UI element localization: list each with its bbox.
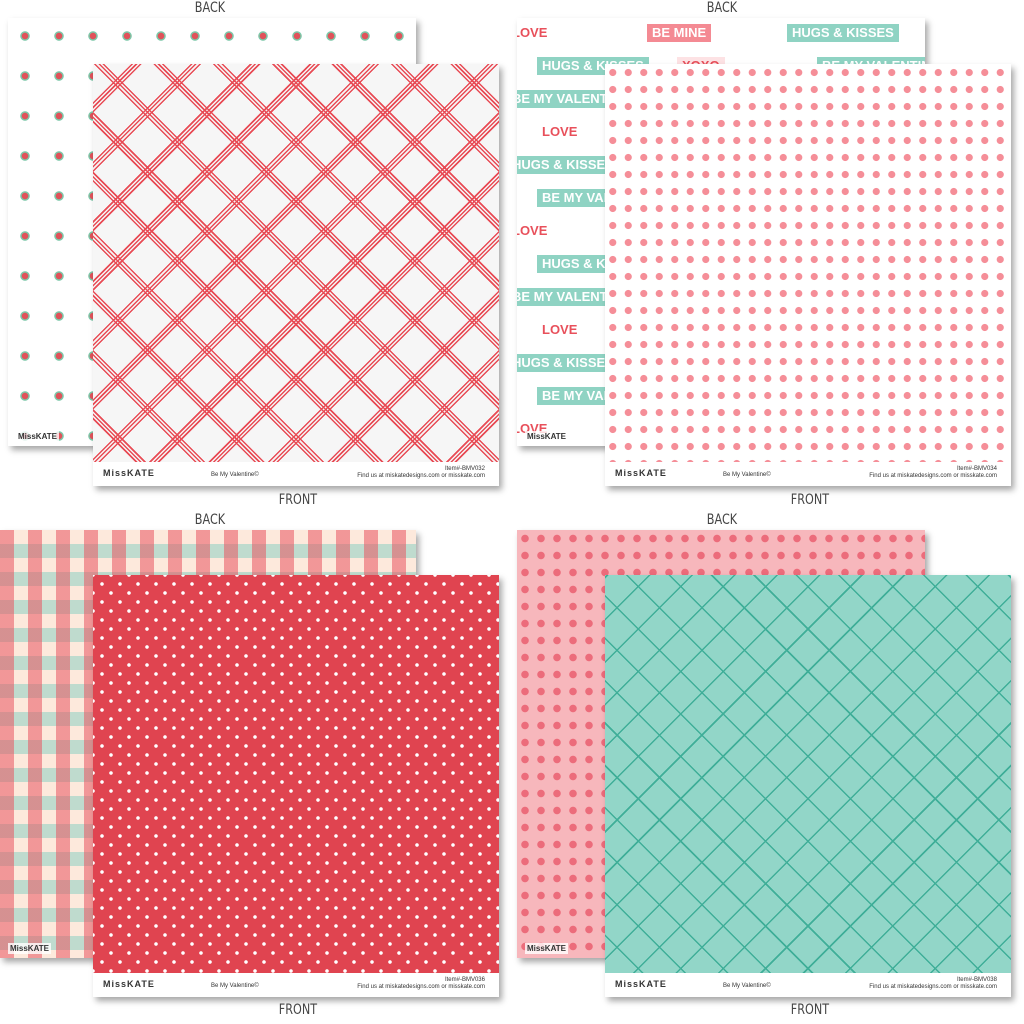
collection-name: Be My Valentine© <box>723 983 771 989</box>
pattern-word: LOVE <box>542 322 578 337</box>
logo: MissKATE <box>615 979 667 989</box>
find-us-text: Find us at miskatedesigns.com or misskat… <box>357 473 485 479</box>
collection-name: Be My Valentine© <box>723 472 771 478</box>
pattern-word: HUGS & KISSES <box>517 354 619 372</box>
back-label: BACK <box>706 512 738 528</box>
set-bmv036: BACK MissKATE MissKATE Be My Valentine© … <box>0 512 512 1024</box>
set-bmv034: BACK LOVE BE MINE HUGS & KISSES HUGS & KISS… <box>510 0 1022 512</box>
paper-footer: MissKATE Be My Valentine© Item#-BMV032 F… <box>93 462 499 486</box>
front-label: FRONT <box>278 1002 318 1018</box>
find-us-text: Find us at miskatedesigns.com or misskat… <box>869 984 997 990</box>
logo: MissKATE <box>525 431 568 442</box>
front-label: FRONT <box>278 492 318 508</box>
logo: MissKATE <box>103 979 155 989</box>
pattern-word: LOVE <box>542 124 578 139</box>
paper-footer: MissKATE Be My Valentine© Item#-BMV038 F… <box>605 973 1011 997</box>
back-label: BACK <box>706 0 738 16</box>
front-paper: MissKATE Be My Valentine© Item#-BMV038 F… <box>605 575 1011 997</box>
item-number: Item#-BMV034 <box>956 466 997 472</box>
polka-dot-pattern <box>93 575 499 973</box>
item-number: Item#-BMV038 <box>956 977 997 983</box>
logo: MissKATE <box>16 431 59 442</box>
logo: MissKATE <box>8 943 51 954</box>
item-number: Item#-BMV036 <box>444 977 485 983</box>
set-bmv032: BACK MissKATE MissKATE Be My Valentine© … <box>0 0 512 512</box>
plaid-pattern <box>93 64 499 462</box>
hearts-pattern <box>605 64 1011 462</box>
pattern-word: BE MINE <box>647 24 712 42</box>
paper-footer: MissKATE Be My Valentine© Item#-BMV036 F… <box>93 973 499 997</box>
front-paper: MissKATE Be My Valentine© Item#-BMV036 F… <box>93 575 499 997</box>
paper-footer: MissKATE Be My Valentine© Item#-BMV034 F… <box>605 462 1011 486</box>
pattern-word: LOVE <box>517 25 548 40</box>
teal-diamond-pattern <box>605 575 1011 973</box>
front-paper: MissKATE Be My Valentine© Item#-BMV032 F… <box>93 64 499 486</box>
find-us-text: Find us at miskatedesigns.com or misskat… <box>357 984 485 990</box>
front-label: FRONT <box>790 492 830 508</box>
pattern-word: HUGS & KISSES <box>517 156 619 174</box>
logo: MissKATE <box>103 468 155 478</box>
back-label: BACK <box>194 512 226 528</box>
back-label: BACK <box>194 0 226 16</box>
front-paper: MissKATE Be My Valentine© Item#-BMV034 F… <box>605 64 1011 486</box>
pattern-word: HUGS & KISSES <box>787 24 899 42</box>
pattern-word: LOVE <box>517 223 548 238</box>
set-bmv038: BACK MissKATE MissKATE Be My Valentine© … <box>510 512 1022 1024</box>
pattern-word: BE MY VALENTINE <box>517 90 635 108</box>
front-label: FRONT <box>790 1002 830 1018</box>
collection-name: Be My Valentine© <box>211 983 259 989</box>
logo: MissKATE <box>615 468 667 478</box>
find-us-text: Find us at miskatedesigns.com or misskat… <box>869 473 997 479</box>
logo: MissKATE <box>525 943 568 954</box>
collection-name: Be My Valentine© <box>211 472 259 478</box>
item-number: Item#-BMV032 <box>444 466 485 472</box>
pattern-word: BE MY VALENTINE <box>517 288 635 306</box>
